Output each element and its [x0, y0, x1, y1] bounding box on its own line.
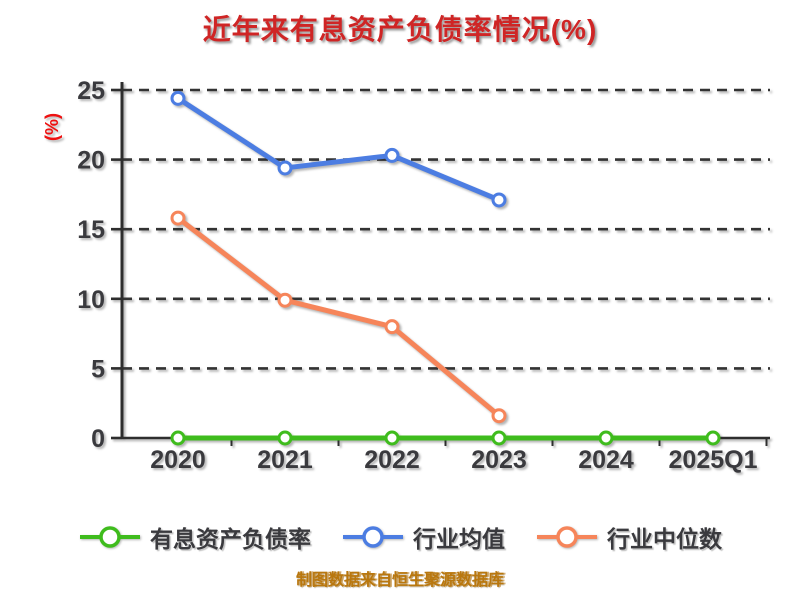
legend-marker-icon	[80, 526, 140, 548]
legend-marker-icon	[537, 526, 597, 548]
x-tick-label: 2021	[257, 446, 313, 474]
data-point-marker	[170, 90, 186, 106]
series-line-2	[175, 215, 502, 419]
x-tick-label: 2020	[150, 446, 206, 474]
legend-label: 行业中位数	[607, 526, 722, 552]
y-tick-label: 10	[77, 286, 105, 314]
y-tick-label: 20	[77, 147, 105, 175]
y-tick-label: 5	[91, 355, 105, 383]
legend-item-0: 有息资产负债率	[78, 520, 311, 554]
series-line-1	[175, 95, 502, 203]
data-point-marker	[170, 210, 186, 226]
data-point-marker	[705, 430, 721, 446]
data-point-marker	[491, 192, 507, 208]
data-point-marker	[170, 430, 186, 446]
legend: 有息资产负债率 行业均值 行业中位数	[0, 516, 800, 558]
x-tick-label: 2023	[471, 446, 527, 474]
data-point-marker	[384, 430, 400, 446]
data-point-marker	[491, 408, 507, 424]
data-point-marker	[384, 319, 400, 335]
y-tick-label: 25	[77, 77, 105, 105]
data-point-marker	[491, 430, 507, 446]
x-tick-label: 2022	[364, 446, 420, 474]
legend-label: 行业均值	[413, 526, 505, 552]
data-point-marker	[277, 160, 293, 176]
legend-item-1: 行业均值	[341, 520, 505, 554]
data-point-marker	[277, 430, 293, 446]
data-point-marker	[598, 430, 614, 446]
y-axis-label: (%)	[42, 113, 62, 141]
legend-marker-icon	[343, 526, 403, 548]
legend-label: 有息资产负债率	[150, 526, 311, 552]
x-tick-label: 2024	[578, 446, 634, 474]
data-point-marker	[277, 292, 293, 308]
y-tick-label: 0	[91, 425, 105, 453]
legend-item-2: 行业中位数	[535, 520, 722, 554]
plot-area: 0 5 10 15 20 25 2020 2021 2022 2023 2024 2025Q1 (%)	[42, 77, 770, 474]
chart-title: 近年来有息资产负债率情况(%)	[202, 14, 598, 45]
data-point-marker	[384, 147, 400, 163]
y-tick-label: 15	[77, 216, 105, 244]
x-tick-label: 2025Q1	[669, 446, 758, 474]
chart-footer: 制图数据来自恒生聚源数据库	[295, 572, 504, 589]
